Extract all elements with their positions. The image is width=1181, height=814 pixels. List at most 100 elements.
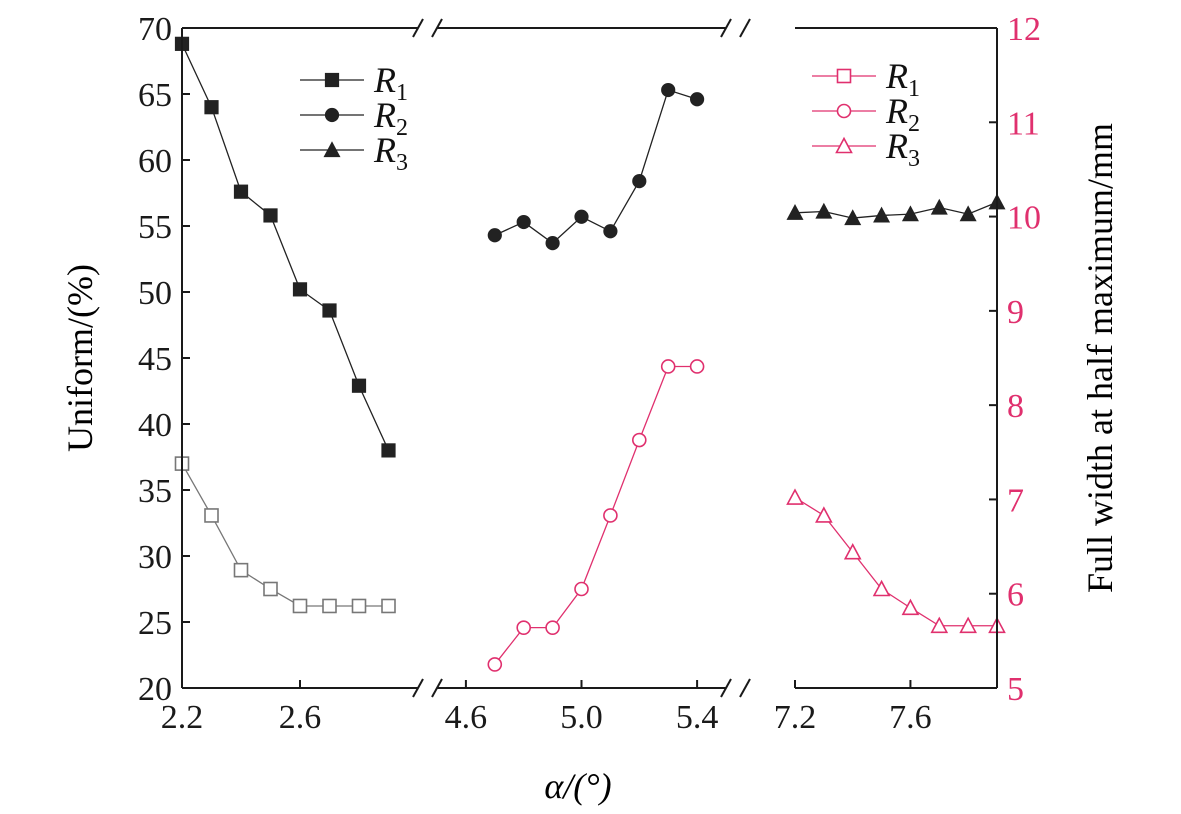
data-point [901,205,919,222]
data-point [545,620,560,635]
data-point [930,198,948,215]
y-right-tick-label: 7 [1007,482,1024,519]
y-right-tick-label: 9 [1007,294,1024,331]
data-point [815,506,833,523]
series-right-R1 [174,456,396,614]
y-left-tick-label: 35 [138,473,172,510]
y-right-tick-label: 11 [1007,105,1040,142]
data-point [930,616,949,634]
legend-marker [835,136,853,154]
y-left-tick-label: 45 [138,341,172,378]
series-line [181,43,390,451]
legend-label: R1 [885,56,920,102]
x-tick-label: 2.6 [279,699,322,736]
data-point [872,579,891,597]
data-point [844,209,862,226]
legend-label: R2 [373,95,408,141]
data-point [631,432,647,448]
data-point [487,657,503,672]
series-line [494,365,698,665]
data-point [632,174,647,189]
y-left-tick-label: 50 [138,275,172,312]
legend-marker [836,68,852,84]
data-point [545,236,560,251]
data-point [786,488,804,505]
axis-break-mark [739,678,751,698]
data-point [292,282,308,297]
y-left-tick-label: 30 [138,539,172,576]
data-point [689,359,705,374]
data-point [959,205,977,222]
legend-marker [323,141,341,158]
x-axis-title: α/(°) [544,766,611,806]
y-left-tick-label: 70 [138,11,172,48]
data-point [233,562,249,578]
data-point [660,359,676,374]
y-right-tick-label: 12 [1007,11,1041,48]
y-left-tick-label: 55 [138,209,172,246]
data-point [487,228,502,243]
data-point [292,598,308,614]
data-point [873,206,891,223]
legend-marker [324,72,340,88]
x-tick-label: 7.2 [774,699,817,736]
series-right-R3 [786,488,1006,634]
legend-label: R1 [373,60,408,106]
y-left-tick-label: 65 [138,77,172,114]
plot-area [174,36,1006,672]
axis-break-mark [412,678,424,698]
data-point [901,598,920,616]
y-axis-left-title: Uniform/(%) [60,264,100,452]
legend-label: R2 [885,91,920,137]
legend-marker [836,103,852,119]
data-point [381,443,396,458]
legend-label: R3 [373,130,408,176]
data-point [603,224,618,239]
y-left-tick-label: 20 [138,671,172,708]
data-point [815,202,833,219]
legend-label: R3 [885,126,920,172]
data-point [204,508,219,523]
axis-break-mark [739,18,751,38]
data-point [959,616,977,634]
axis-break-mark [412,18,424,38]
data-point [233,184,249,199]
series-left-R1 [174,36,396,458]
data-point [843,543,862,560]
axis-break-mark [431,18,443,38]
series-left-R3 [786,193,1006,226]
data-point [263,581,278,597]
data-point [351,378,367,393]
data-point [574,209,589,224]
x-tick-label: 2.2 [161,699,204,736]
data-point [689,92,705,107]
axis-break-mark [720,18,732,38]
data-point [381,598,396,614]
data-point [516,620,532,635]
data-point [322,303,337,318]
axes: 20 25 30 35 40 45 50 55 60 65 70 5 6 7 8 9 10 11 12 2.2 2.6 4… [138,11,1041,736]
data-point [263,208,278,223]
data-point [661,82,676,98]
series-line [181,463,389,607]
y-right-tick-label: 6 [1007,577,1024,614]
y-left-tick-label: 60 [138,143,172,180]
data-point [786,204,804,220]
data-point [204,100,219,115]
y-left-tick-label: 25 [138,605,172,642]
series-right-R2 [487,359,705,672]
x-tick-label: 5.4 [676,699,719,736]
x-tick-label: 4.6 [445,699,488,736]
data-point [603,508,618,523]
axis-break-mark [720,678,732,698]
series-left-R2 [487,82,705,251]
x-tick-label: 7.6 [889,699,932,736]
x-tick-label: 5.0 [560,699,603,736]
data-point [574,581,589,597]
data-point [351,598,367,614]
y-right-tick-label: 8 [1007,388,1024,425]
